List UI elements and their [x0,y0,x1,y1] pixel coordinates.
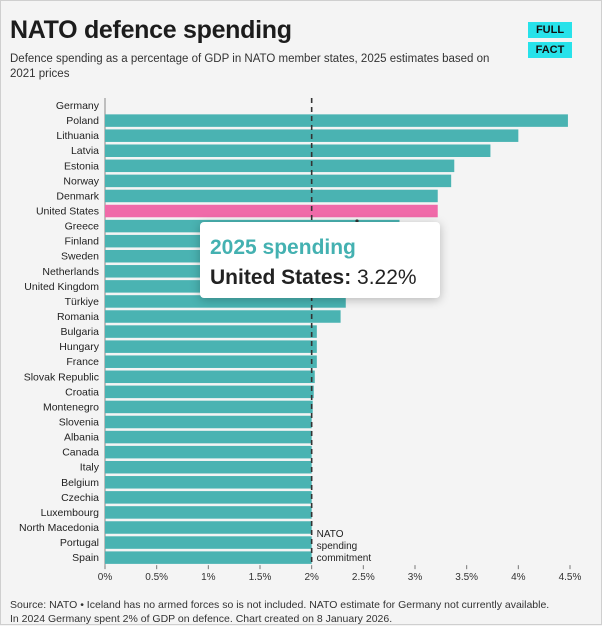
bar[interactable] [105,370,315,384]
category-label: United States [36,206,99,218]
bar[interactable] [105,355,317,368]
x-tick-label: 2.5% [352,572,375,583]
category-label: Türkiye [65,296,100,308]
page-title: NATO defence spending [10,16,292,44]
category-label: Sweden [61,251,99,263]
category-label: Latvia [71,145,99,157]
bar[interactable] [105,114,568,127]
category-label: Estonia [64,160,99,172]
bar[interactable] [105,174,452,188]
source-line-1: Source: NATO • Iceland has no armed forc… [10,599,550,611]
fullfact-logo: FULL FACT [528,22,572,62]
reference-line-label: commitment [317,553,372,564]
x-tick-label: 3% [408,572,423,583]
bar[interactable] [105,460,312,474]
category-label: Slovenia [59,417,99,429]
chart-subtitle: Defence spending as a percentage of GDP … [10,53,490,80]
bar[interactable] [105,506,312,519]
x-tick-label: 3.5% [455,572,478,583]
category-label: Montenegro [43,401,99,413]
category-label: Lithuania [56,130,99,142]
category-label: Slovak Republic [24,371,99,383]
logo-text-full: FULL [535,24,565,36]
bar[interactable] [105,551,312,564]
x-tick-label: 2% [304,572,319,583]
bar[interactable] [105,144,491,157]
category-label: Germany [56,100,100,112]
category-label: Hungary [59,341,99,353]
category-label: Finland [65,236,100,248]
category-label: Luxembourg [41,507,100,519]
category-label: Spain [72,552,99,564]
category-label: Belgium [61,477,99,489]
category-label: Romania [57,311,99,323]
bar[interactable] [105,400,313,414]
x-tick-label: 4% [511,572,526,583]
bar[interactable] [105,340,317,353]
category-label: Albania [64,432,99,444]
reference-line-label: spending [317,541,358,552]
x-tick-label: 4.5% [559,572,582,583]
bar[interactable] [105,430,312,444]
category-label: Portugal [60,537,99,549]
tooltip-body: United States: 3.22% [210,266,417,290]
tooltip-country: United States: [210,266,352,289]
category-label: Greece [65,221,100,233]
bar[interactable] [105,204,438,218]
chart-tooltip: 2025 spending United States: 3.22% [200,222,440,298]
bar[interactable] [105,521,312,534]
bar[interactable] [105,310,341,323]
source-note: Source: NATO • Iceland has no armed forc… [10,598,595,626]
category-label: Croatia [65,386,99,398]
category-label: Netherlands [42,266,99,278]
logo-bar-bottom [528,42,572,58]
reference-line-label: NATO [317,529,344,540]
bar[interactable] [105,325,317,338]
x-tick-label: 1% [201,572,216,583]
tooltip-title: 2025 spending [210,236,356,259]
bar[interactable] [105,491,312,504]
logo-text-fact: FACT [535,44,565,56]
category-label: Denmark [56,190,99,202]
tooltip-anchor-dot [355,219,359,223]
category-label: United Kingdom [24,281,99,293]
logo-bar-top [528,22,572,38]
x-tick-label: 0% [98,572,113,583]
category-label: Poland [66,115,99,127]
category-label: North Macedonia [19,522,99,534]
category-label: Bulgaria [60,326,99,338]
category-label: Norway [63,175,99,187]
category-label: Canada [62,447,99,459]
category-label: Italy [80,462,100,474]
category-label: France [66,356,99,368]
bar[interactable] [105,295,346,308]
bar[interactable] [105,536,312,549]
tooltip-value: 3.22% [357,266,417,289]
x-tick-label: 1.5% [249,572,272,583]
bar[interactable] [105,415,312,429]
bar[interactable] [105,189,438,203]
category-label: Czechia [61,492,99,504]
source-line-2: In 2024 Germany spent 2% of GDP on defen… [10,613,393,625]
bar[interactable] [105,476,312,489]
bar[interactable] [105,159,455,173]
bar[interactable] [105,385,314,399]
x-tick-label: 0.5% [145,572,168,583]
bar[interactable] [105,445,312,459]
